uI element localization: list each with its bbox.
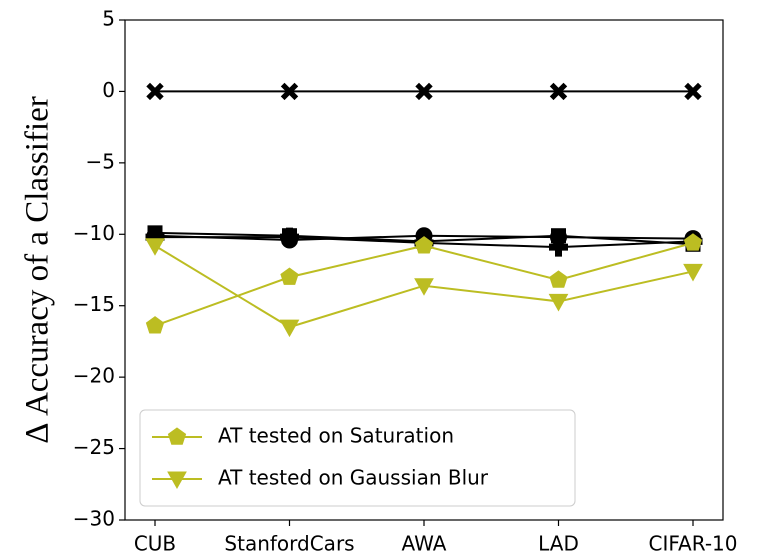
marker — [683, 233, 703, 251]
x-tick-label: AWA — [402, 532, 447, 556]
legend-box — [139, 409, 576, 507]
x-tick-label: CUB — [134, 532, 176, 556]
marker — [683, 263, 703, 282]
y-tick-label: −15 — [73, 292, 115, 316]
marker — [280, 82, 299, 101]
marker — [415, 82, 433, 101]
marker — [279, 319, 300, 338]
y-axis-label: Δ Accuracy of a Classifier — [20, 96, 56, 443]
marker — [167, 471, 187, 490]
y-tick-label: −25 — [73, 435, 115, 459]
y-tick-label: −5 — [86, 149, 115, 173]
x-tick-label: StanfordCars — [224, 532, 354, 556]
marker — [548, 293, 569, 312]
y-tick-label: −10 — [73, 221, 115, 245]
marker — [549, 237, 568, 257]
marker — [549, 82, 568, 101]
y-tick-label: 0 — [102, 78, 115, 102]
marker — [280, 227, 299, 247]
marker — [414, 236, 434, 254]
marker — [549, 270, 568, 288]
y-tick-label: −30 — [73, 507, 115, 531]
marker — [146, 82, 164, 101]
legend-label: AT tested on Saturation — [218, 424, 454, 448]
y-tick-label: −20 — [73, 364, 115, 388]
marker — [145, 238, 165, 256]
marker — [414, 278, 434, 296]
x-tick-label: CIFAR-10 — [649, 532, 738, 556]
y-tick-label: 5 — [102, 7, 115, 31]
marker — [167, 427, 187, 445]
marker — [280, 267, 299, 285]
legend-label: AT tested on Gaussian Blur — [218, 466, 489, 490]
x-tick-label: LAD — [538, 532, 579, 556]
marker — [684, 82, 702, 101]
marker — [145, 316, 165, 334]
